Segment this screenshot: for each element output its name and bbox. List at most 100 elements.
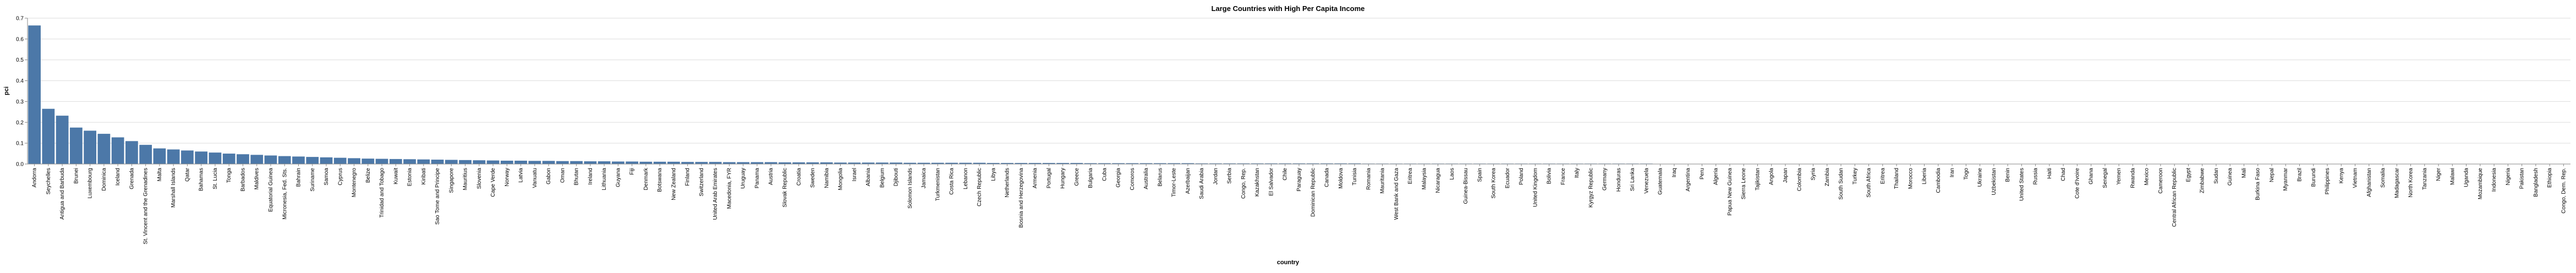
- x-tick-label: Romania: [1366, 168, 1372, 190]
- x-tick-label: Libya: [990, 168, 996, 181]
- x-tick-label: Peru: [1699, 168, 1705, 179]
- x-tick-label: Bahrain: [296, 168, 302, 187]
- bar[interactable]: [334, 158, 347, 164]
- bar[interactable]: [737, 162, 749, 164]
- bar[interactable]: [320, 157, 333, 164]
- x-tick-label: Marshall Islands: [171, 168, 177, 208]
- x-tick-label: Kiribati: [421, 168, 427, 185]
- bar[interactable]: [250, 155, 263, 164]
- bar[interactable]: [112, 138, 124, 164]
- x-tick-label: Cambodia: [1936, 168, 1942, 193]
- x-tick-label: United Arab Emirates: [712, 168, 719, 220]
- bar[interactable]: [28, 25, 41, 164]
- x-tick-label: Liberia: [1922, 168, 1928, 184]
- x-tick-label: Laos: [1449, 168, 1455, 180]
- x-tick-label: Denmark: [643, 167, 649, 190]
- bar[interactable]: [125, 141, 138, 164]
- bar[interactable]: [584, 161, 597, 164]
- x-tick-label: Mali: [2241, 168, 2247, 178]
- bar[interactable]: [154, 149, 166, 164]
- bar[interactable]: [695, 162, 708, 164]
- bar[interactable]: [501, 161, 513, 164]
- y-axis-title: pci: [3, 86, 10, 95]
- x-tick-label: Afghanistan: [2366, 168, 2372, 197]
- bar[interactable]: [640, 162, 653, 164]
- bar[interactable]: [445, 160, 458, 164]
- x-tick-label: Grenada: [129, 168, 135, 189]
- bar[interactable]: [237, 154, 249, 164]
- bar[interactable]: [654, 162, 666, 164]
- bar[interactable]: [473, 160, 485, 164]
- bar[interactable]: [139, 145, 152, 164]
- x-tick-label: Angola: [1769, 168, 1775, 185]
- bar[interactable]: [709, 162, 722, 164]
- bar[interactable]: [361, 159, 374, 164]
- bar[interactable]: [42, 109, 55, 164]
- bar[interactable]: [181, 150, 194, 164]
- bar[interactable]: [390, 159, 402, 164]
- x-tick-label: Djibouti: [894, 168, 900, 186]
- bar[interactable]: [487, 161, 500, 164]
- y-tick-label: 0.2: [16, 120, 24, 126]
- x-tick-label: Micronesia, Fed. Sts.: [282, 168, 288, 220]
- x-tick-label: South Sudan: [1838, 168, 1844, 200]
- bar[interactable]: [376, 159, 388, 164]
- bar[interactable]: [765, 162, 777, 164]
- x-tick-label: Andorra: [32, 168, 38, 188]
- bar[interactable]: [542, 161, 555, 164]
- x-tick-label: Sweden: [810, 168, 816, 188]
- x-tick-label: Chad: [2060, 168, 2067, 181]
- bar[interactable]: [681, 162, 694, 164]
- bar[interactable]: [265, 155, 277, 164]
- bar[interactable]: [223, 154, 235, 164]
- bar[interactable]: [626, 161, 638, 164]
- x-tick-label: Cuba: [1101, 168, 1108, 181]
- bar[interactable]: [556, 161, 569, 164]
- bar[interactable]: [723, 162, 736, 164]
- x-tick-label: Sudan: [2213, 168, 2219, 184]
- bar[interactable]: [167, 150, 180, 165]
- bar[interactable]: [209, 152, 222, 164]
- bar[interactable]: [56, 116, 69, 164]
- bar[interactable]: [667, 162, 680, 164]
- x-tick-label: Dominica: [101, 168, 107, 191]
- x-tick-label: Myanmar: [2283, 167, 2289, 190]
- x-tick-label: Turkey: [1852, 168, 1858, 184]
- bar[interactable]: [598, 161, 611, 164]
- x-tick-label: Antigua and Barbuda: [59, 168, 65, 220]
- x-tick-label: Bahamas: [199, 168, 205, 191]
- bar[interactable]: [348, 158, 360, 164]
- x-tick-label: Suriname: [310, 168, 316, 192]
- x-tick-label: Cameroon: [2158, 168, 2164, 194]
- x-tick-label: Latvia: [518, 168, 524, 183]
- x-tick-label: Burundi: [2311, 168, 2317, 187]
- bar[interactable]: [459, 160, 472, 164]
- x-tick-label: Morocco: [1908, 168, 1914, 189]
- bar[interactable]: [612, 161, 624, 164]
- x-tick-label: Bangladesh: [2533, 168, 2539, 197]
- bar[interactable]: [751, 162, 764, 164]
- x-tick-label: Bosnia and Herzegovina: [1018, 168, 1024, 228]
- chart-title: Large Countries with High Per Capita Inc…: [1212, 4, 1365, 13]
- bar[interactable]: [70, 128, 83, 164]
- x-tick-label: Serbia: [1227, 168, 1233, 184]
- bar[interactable]: [278, 156, 291, 164]
- bar[interactable]: [529, 161, 541, 164]
- bar[interactable]: [403, 159, 416, 164]
- bar[interactable]: [417, 160, 430, 164]
- bar[interactable]: [195, 151, 207, 164]
- bar[interactable]: [306, 157, 319, 164]
- bar[interactable]: [570, 161, 583, 164]
- x-tick-label: Guyana: [615, 168, 621, 187]
- bar[interactable]: [431, 160, 444, 164]
- x-tick-label: Namibia: [824, 168, 830, 188]
- x-tick-label: Mauritania: [1380, 168, 1386, 194]
- bar[interactable]: [514, 161, 527, 164]
- x-tick-label: Vanuatu: [532, 168, 538, 188]
- bar[interactable]: [292, 156, 305, 164]
- bar[interactable]: [98, 134, 111, 164]
- x-tick-label: Jamaica: [921, 168, 927, 189]
- bar[interactable]: [84, 130, 96, 164]
- x-tick-label: Ghana: [2089, 168, 2095, 184]
